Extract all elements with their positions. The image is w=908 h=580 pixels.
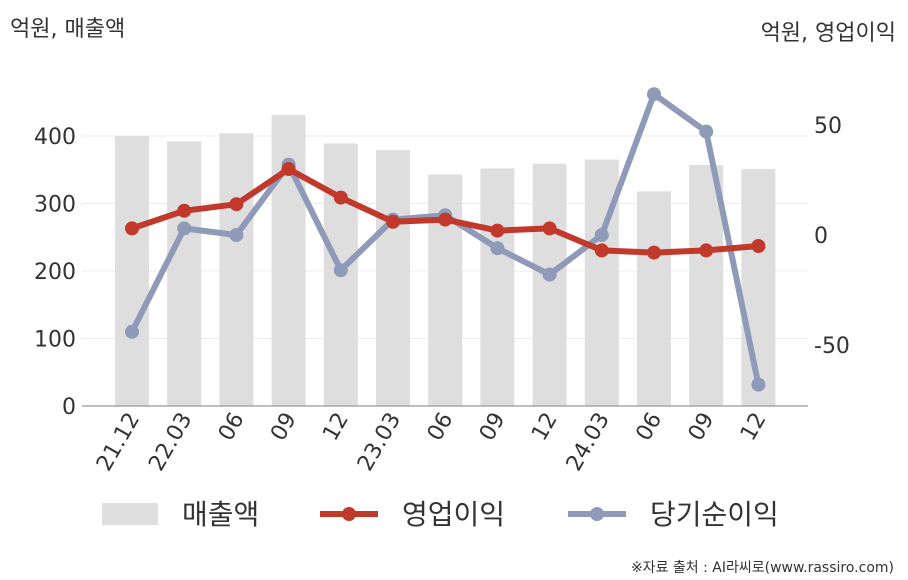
legend-label-operating-profit: 영업이익 bbox=[402, 498, 505, 531]
right-tick-label: -50 bbox=[814, 334, 850, 359]
legend-marker-net-income bbox=[590, 507, 604, 521]
point-operating-profit bbox=[125, 221, 139, 236]
point-operating-profit bbox=[229, 197, 244, 212]
x-tick-label: 09 bbox=[475, 409, 511, 446]
bar-revenue bbox=[115, 136, 149, 406]
x-tick-label: 22.03 bbox=[144, 409, 197, 476]
point-operating-profit bbox=[751, 239, 766, 253]
x-tick-label: 09 bbox=[266, 409, 302, 446]
left-tick-label: 0 bbox=[62, 395, 76, 420]
point-net-income bbox=[594, 228, 609, 242]
legend-label-revenue: 매출액 bbox=[182, 498, 259, 531]
right-tick-label: 50 bbox=[814, 114, 842, 139]
bar-revenue bbox=[532, 163, 567, 406]
left-tick-label: 300 bbox=[34, 193, 76, 218]
bar-revenue bbox=[637, 191, 671, 406]
source-note: ※자료 출처 : AI라씨로(www.rassiro.com) bbox=[631, 560, 894, 576]
point-net-income bbox=[647, 87, 661, 102]
point-net-income bbox=[751, 377, 766, 392]
bar-series-revenue bbox=[115, 115, 776, 407]
line-series bbox=[125, 87, 766, 392]
right-axis-unit: 억원, 영업이익 bbox=[761, 21, 896, 46]
bar-revenue bbox=[376, 150, 410, 406]
legend-swatch-revenue bbox=[102, 503, 158, 525]
x-tick-label: 12 bbox=[318, 409, 354, 446]
point-operating-profit bbox=[490, 223, 505, 238]
legend-marker-operating-profit bbox=[342, 507, 356, 521]
right-tick-label: 0 bbox=[814, 224, 828, 249]
left-axis-unit: 억원, 매출액 bbox=[10, 17, 125, 42]
point-net-income bbox=[125, 324, 139, 339]
left-tick-label: 100 bbox=[34, 328, 76, 353]
x-tick-label: 23.03 bbox=[353, 409, 406, 476]
point-operating-profit bbox=[699, 243, 714, 258]
point-net-income bbox=[333, 263, 348, 278]
x-tick-label: 12 bbox=[527, 409, 563, 446]
x-tick-label: 06 bbox=[214, 409, 250, 446]
point-net-income bbox=[177, 221, 192, 236]
point-operating-profit bbox=[594, 243, 609, 258]
point-operating-profit bbox=[438, 212, 453, 227]
left-tick-label: 400 bbox=[34, 125, 76, 150]
bar-revenue bbox=[480, 168, 515, 406]
x-tick-label: 24.03 bbox=[562, 409, 615, 476]
point-net-income bbox=[490, 241, 505, 256]
bar-revenue bbox=[167, 141, 202, 406]
point-net-income bbox=[229, 228, 244, 242]
bar-revenue bbox=[741, 169, 776, 406]
point-operating-profit bbox=[542, 221, 557, 236]
x-tick-label: 06 bbox=[423, 409, 459, 446]
bar-revenue bbox=[219, 133, 254, 407]
point-net-income bbox=[699, 124, 714, 139]
x-tick-label: 12 bbox=[736, 409, 772, 446]
point-operating-profit bbox=[333, 190, 348, 205]
bar-revenue bbox=[689, 165, 724, 406]
point-operating-profit bbox=[177, 203, 192, 218]
x-tick-label: 06 bbox=[632, 409, 668, 446]
point-operating-profit bbox=[386, 214, 400, 229]
point-operating-profit bbox=[281, 162, 296, 176]
x-tick-label: 09 bbox=[684, 409, 720, 446]
x-tick-label: 21.12 bbox=[92, 409, 145, 476]
point-operating-profit bbox=[647, 245, 661, 260]
legend-label-net-income: 당기순이익 bbox=[650, 498, 779, 531]
point-net-income bbox=[542, 267, 557, 282]
legend: 매출액 영업이익 당기순이익 bbox=[102, 498, 779, 531]
left-tick-label: 200 bbox=[34, 260, 76, 285]
